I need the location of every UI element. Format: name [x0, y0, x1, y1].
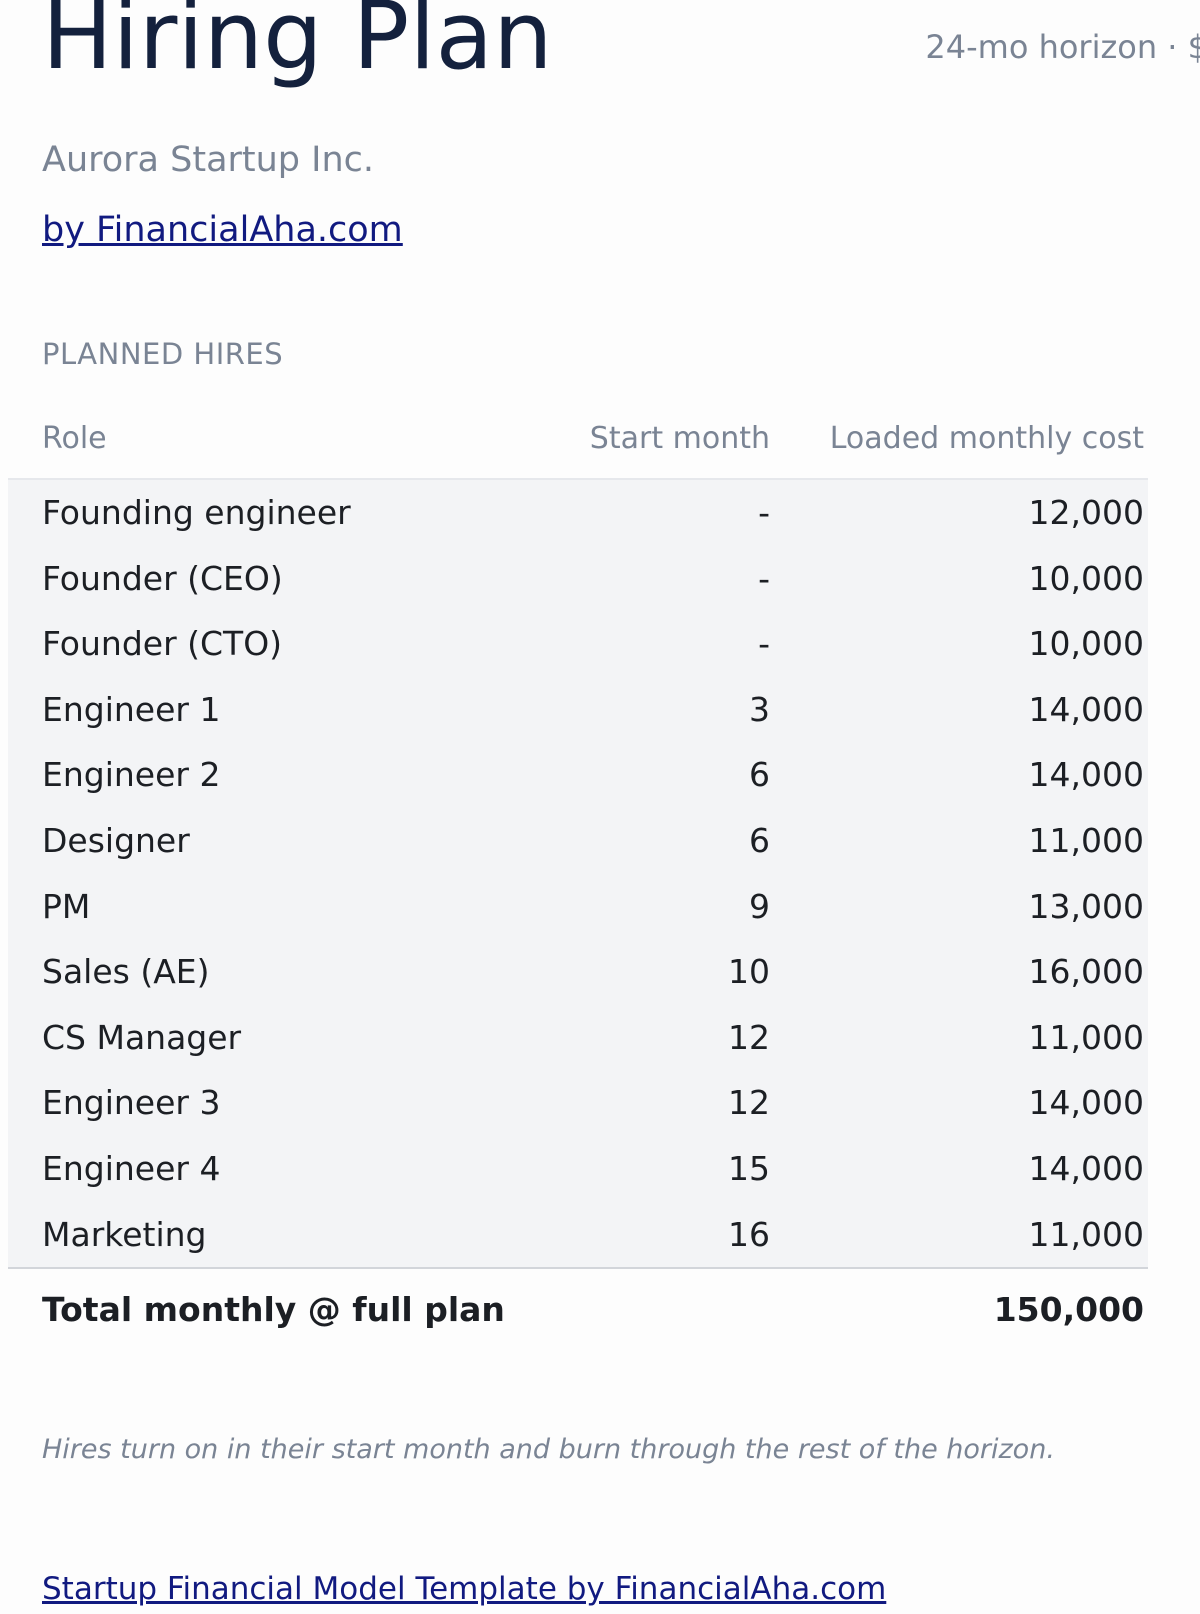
start-month-cell: - [758, 558, 770, 598]
role-cell: CS Manager [42, 1017, 242, 1057]
column-header-role: Role [42, 421, 107, 456]
role-cell: Sales (AE) [42, 952, 210, 992]
table-row: Marketing 16 11,000 [8, 1202, 1148, 1268]
role-cell: Founder (CEO) [42, 558, 283, 598]
start-month-cell: 3 [749, 689, 770, 729]
total-label: Total monthly @ full plan [42, 1290, 505, 1330]
table-row: Founder (CTO) - 10,000 [8, 611, 1148, 677]
cost-cell: 14,000 [1028, 689, 1144, 729]
section-label: PLANNED HIRES [42, 337, 284, 371]
role-cell: Engineer 2 [42, 755, 221, 795]
horizon-label: 24-mo horizon · $ [925, 28, 1200, 66]
role-cell: Founder (CTO) [42, 624, 283, 664]
cost-cell: 14,000 [1028, 755, 1144, 795]
role-cell: Founding engineer [42, 493, 351, 532]
page-title: Hiring Plan [42, 0, 553, 91]
table-row: PM 9 13,000 [8, 874, 1148, 940]
cost-cell: 16,000 [1028, 952, 1144, 992]
cost-cell: 11,000 [1028, 820, 1144, 860]
cost-cell: 10,000 [1028, 624, 1144, 664]
company-name: Aurora Startup Inc. [42, 140, 375, 180]
start-month-cell: 12 [728, 1083, 770, 1123]
role-cell: Engineer 4 [42, 1148, 221, 1188]
start-month-cell: 10 [728, 952, 770, 992]
cost-cell: 10,000 [1028, 558, 1144, 598]
role-cell: Engineer 3 [42, 1083, 221, 1123]
byline-link[interactable]: by FinancialAha.com [42, 210, 403, 250]
total-row: Total monthly @ full plan 150,000 [8, 1269, 1148, 1351]
table-row: Engineer 2 6 14,000 [8, 742, 1148, 808]
table-row: Founding engineer - 12,000 [8, 480, 1148, 546]
start-month-cell: 6 [749, 820, 770, 860]
role-cell: PM [42, 886, 91, 926]
start-month-cell: 16 [728, 1214, 770, 1254]
table-row: Founder (CEO) - 10,000 [8, 546, 1148, 612]
cost-cell: 11,000 [1028, 1214, 1144, 1254]
role-cell: Designer [42, 820, 190, 860]
role-cell: Marketing [42, 1214, 207, 1254]
table-row: Engineer 4 15 14,000 [8, 1136, 1148, 1202]
column-header-start-month: Start month [589, 421, 770, 456]
total-value: 150,000 [993, 1290, 1144, 1330]
cost-cell: 14,000 [1028, 1148, 1144, 1188]
column-header-cost: Loaded monthly cost [829, 421, 1144, 456]
role-cell: Engineer 1 [42, 689, 221, 729]
table-row: Designer 6 11,000 [8, 808, 1148, 874]
table-row: Engineer 1 3 14,000 [8, 677, 1148, 743]
start-month-cell: 12 [728, 1017, 770, 1057]
table-row: Sales (AE) 10 16,000 [8, 939, 1148, 1005]
cost-cell: 12,000 [1028, 493, 1144, 532]
footnote: Hires turn on in their start month and b… [42, 1434, 1055, 1465]
table-header-row: Role Start month Loaded monthly cost [8, 400, 1148, 480]
start-month-cell: - [758, 493, 770, 532]
start-month-cell: 15 [728, 1148, 770, 1188]
start-month-cell: 9 [749, 886, 770, 926]
start-month-cell: 6 [749, 755, 770, 795]
table-row: Engineer 3 12 14,000 [8, 1070, 1148, 1136]
cost-cell: 11,000 [1028, 1017, 1144, 1057]
start-month-cell: - [758, 624, 770, 664]
footer-link[interactable]: Startup Financial Model Template by Fina… [42, 1571, 887, 1607]
cost-cell: 14,000 [1028, 1083, 1144, 1123]
table-body: Founding engineer - 12,000 Founder (CEO) - 10… [8, 480, 1148, 1270]
cost-cell: 13,000 [1028, 886, 1144, 926]
table-row: CS Manager 12 11,000 [8, 1005, 1148, 1071]
hires-table: Role Start month Loaded monthly cost Fou… [8, 400, 1148, 1351]
